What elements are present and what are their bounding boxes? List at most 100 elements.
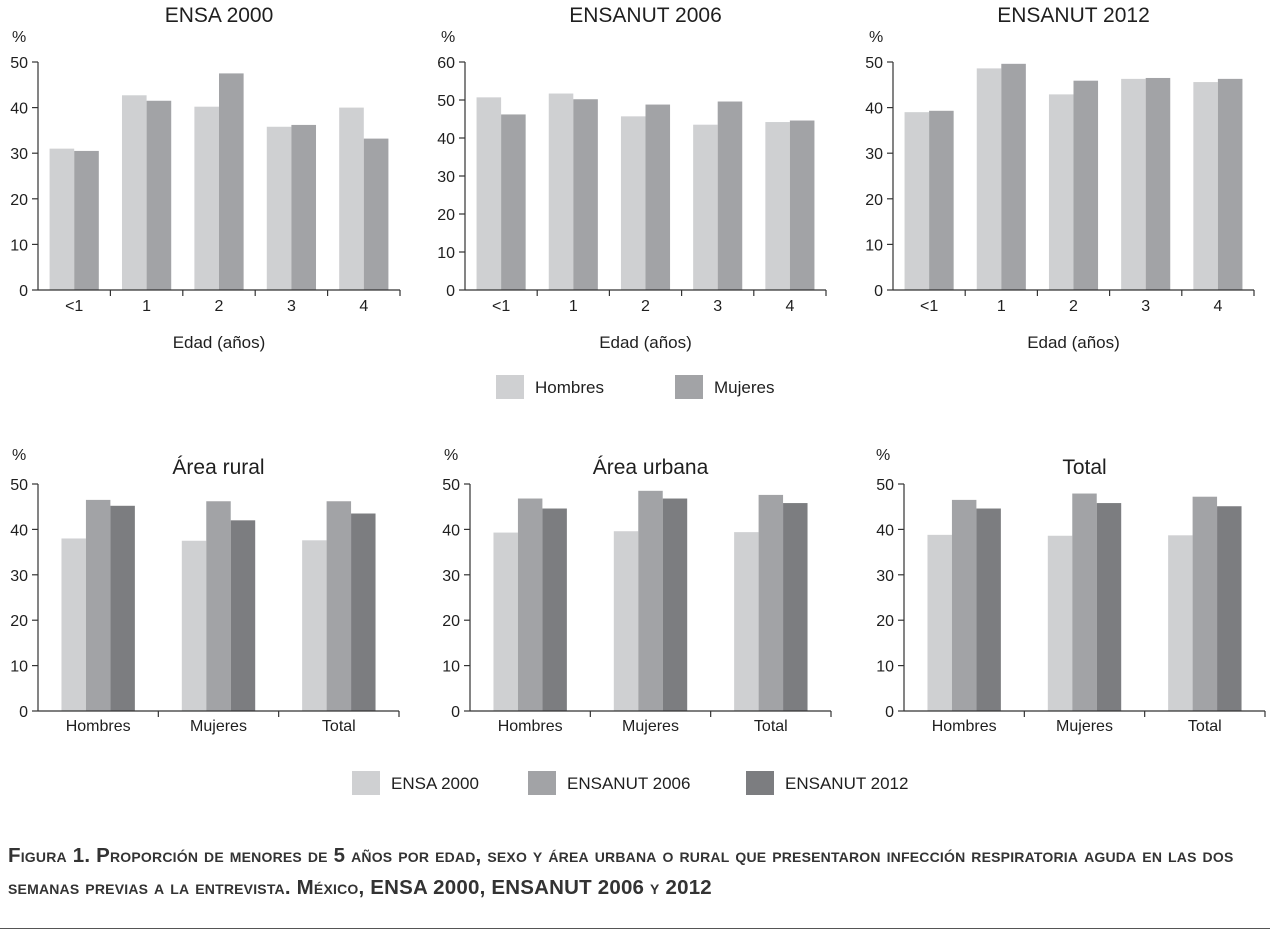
x-tick-label: Total <box>1188 718 1222 735</box>
bar-ensanut-2006-0 <box>85 499 111 711</box>
bar-ensanut-2006-2 <box>1192 496 1218 711</box>
bar-ensanut-2006-0 <box>951 499 977 711</box>
bar-ensanut-2012-1 <box>1096 503 1122 711</box>
chart-panel-1: ENSA 2000% 0 10 20 30 40 50 <1 1 2 3 4 Edad (años) <box>10 4 401 352</box>
bar-ensanut-2006-0 <box>517 498 543 711</box>
y-tick-label: 30 <box>437 169 455 186</box>
bar-hombres-1 <box>976 68 1002 290</box>
bar-hombres-2 <box>620 116 646 290</box>
bar-hombres-3 <box>266 126 292 290</box>
bar-hombres-3 <box>693 124 718 290</box>
legend-label: ENSA 2000 <box>391 774 479 793</box>
bar-ensanut-2012-0 <box>542 508 567 711</box>
y-tick-label: 30 <box>10 568 28 585</box>
chart-title: Área rural <box>172 456 264 479</box>
y-tick-label: 0 <box>451 704 460 721</box>
bar-ensa-2000-2 <box>302 540 327 711</box>
y-axis-unit-label: % <box>12 447 26 464</box>
x-tick-label: 2 <box>1069 298 1078 315</box>
x-axis-title: Edad (años) <box>1027 333 1120 352</box>
bar-hombres-2 <box>194 106 219 290</box>
bar-ensanut-2006-1 <box>638 490 663 711</box>
bar-ensa-2000-0 <box>61 538 86 711</box>
bar-mujeres-2 <box>219 73 244 291</box>
bar-mujeres-3 <box>291 124 317 290</box>
y-tick-label: 20 <box>437 207 455 224</box>
bar-ensa-2000-1 <box>613 531 639 711</box>
x-tick-label: 4 <box>785 298 794 315</box>
x-tick-label: 2 <box>641 298 650 315</box>
x-tick-label: Hombres <box>66 718 131 735</box>
x-tick-label: <1 <box>65 298 83 315</box>
y-tick-label: 50 <box>437 93 455 110</box>
x-tick-label: 1 <box>569 298 578 315</box>
x-tick-label: 1 <box>142 298 151 315</box>
bar-ensanut-2012-1 <box>230 520 256 711</box>
legend-swatch <box>528 771 556 795</box>
y-axis-unit-label: % <box>12 29 26 46</box>
x-tick-label: Mujeres <box>190 718 247 735</box>
bar-ensa-2000-2 <box>1168 535 1193 711</box>
legend-swatch <box>352 771 380 795</box>
x-tick-label: Total <box>322 718 356 735</box>
y-tick-label: 20 <box>442 613 460 630</box>
x-tick-label: Total <box>754 718 788 735</box>
bar-mujeres-1 <box>1001 63 1026 290</box>
y-tick-label: 30 <box>876 568 894 585</box>
bar-mujeres-4 <box>789 120 815 291</box>
x-tick-label: 3 <box>713 298 722 315</box>
y-tick-label: 50 <box>876 477 894 494</box>
bar-mujeres-1 <box>146 100 172 290</box>
y-tick-label: 10 <box>876 659 894 676</box>
bar-mujeres-3 <box>717 101 743 291</box>
bar-mujeres-3 <box>1145 77 1171 291</box>
y-axis-unit-label: % <box>876 447 890 464</box>
x-tick-label: <1 <box>920 298 938 315</box>
x-tick-label: 4 <box>359 298 368 315</box>
y-tick-label: 40 <box>10 101 28 118</box>
y-tick-label: 10 <box>442 659 460 676</box>
legend-sexo: Hombres Mujeres <box>496 375 774 399</box>
y-tick-label: 0 <box>885 704 894 721</box>
bar-ensa-2000-0 <box>927 534 952 711</box>
bar-ensa-2000-1 <box>1047 535 1073 711</box>
chart-panel-3: ENSANUT 2012% 0 10 20 30 40 50 <1 1 2 3 4 Edad (años… <box>865 4 1255 352</box>
bar-hombres-0 <box>49 148 75 290</box>
y-tick-label: 20 <box>876 613 894 630</box>
y-tick-label: 0 <box>19 283 28 300</box>
chart-title: ENSANUT 2006 <box>569 4 722 27</box>
x-tick-label: 3 <box>287 298 296 315</box>
bar-mujeres-2 <box>1073 80 1099 290</box>
x-tick-label: Hombres <box>932 718 997 735</box>
legend-label: Mujeres <box>714 378 774 397</box>
bar-mujeres-1 <box>573 99 598 291</box>
y-axis-unit-label: % <box>441 29 455 46</box>
legend-swatch <box>746 771 774 795</box>
x-axis-title: Edad (años) <box>599 333 692 352</box>
y-tick-label: 40 <box>865 101 883 118</box>
bar-ensa-2000-2 <box>734 532 759 711</box>
y-tick-label: 0 <box>446 283 455 300</box>
bar-ensanut-2006-1 <box>206 501 231 711</box>
bottom-rule <box>0 928 1270 929</box>
x-tick-label: 4 <box>1213 298 1222 315</box>
chart-panel-2: ENSANUT 2006% 0 10 20 30 40 50 60 <1 1 2 3 4 Edad (añ… <box>437 4 827 352</box>
y-tick-label: 10 <box>10 237 28 254</box>
bar-ensanut-2012-0 <box>976 508 1001 711</box>
bar-hombres-4 <box>765 122 790 290</box>
chart-panel-6: Total% 0 10 20 30 40 50 Hombres Mujeres Total <box>876 447 1266 735</box>
bar-hombres-4 <box>1193 82 1218 291</box>
chart-title: ENSANUT 2012 <box>997 4 1150 27</box>
legend-encuesta: ENSA 2000 ENSANUT 2006 ENSANUT 2012 <box>352 771 908 795</box>
y-axis-unit-label: % <box>444 447 458 464</box>
chart-title: Total <box>1062 456 1106 479</box>
y-tick-label: 20 <box>10 613 28 630</box>
x-tick-label: <1 <box>492 298 510 315</box>
legend-swatch <box>496 375 524 399</box>
y-tick-label: 0 <box>874 283 883 300</box>
bar-hombres-1 <box>548 93 574 290</box>
y-tick-label: 30 <box>442 568 460 585</box>
y-tick-label: 40 <box>437 131 455 148</box>
bar-mujeres-2 <box>645 104 671 290</box>
